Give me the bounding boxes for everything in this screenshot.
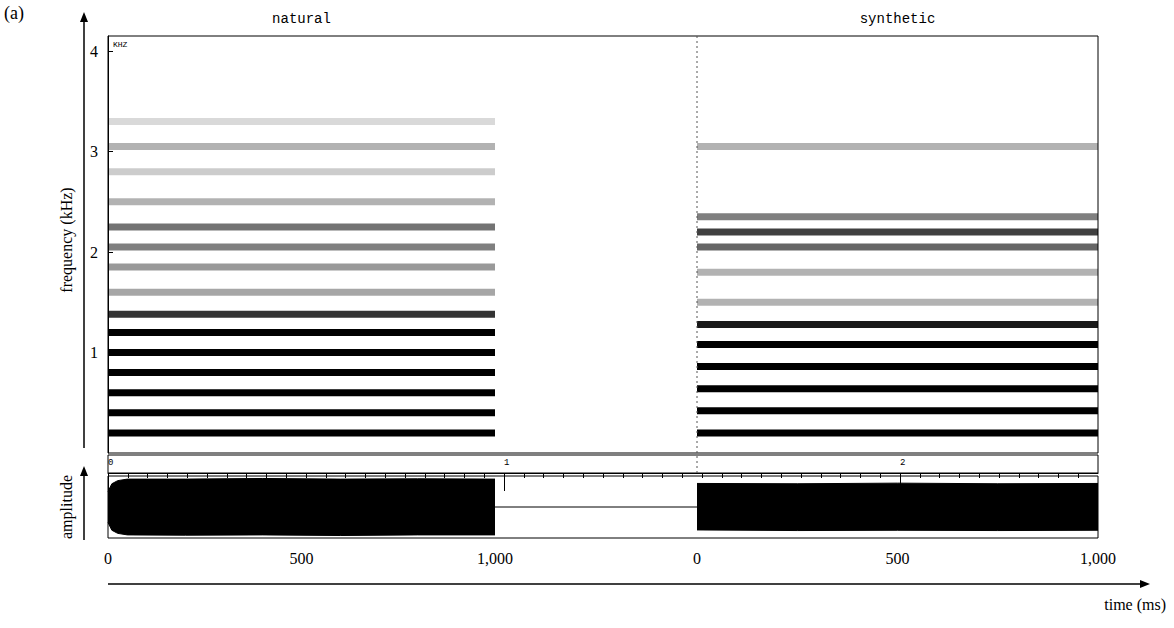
svg-text:0: 0 bbox=[693, 550, 701, 567]
svg-text:natural: natural bbox=[272, 11, 331, 27]
svg-text:1: 1 bbox=[90, 344, 98, 361]
svg-text:0: 0 bbox=[108, 458, 113, 468]
svg-text:time (ms): time (ms) bbox=[1104, 596, 1166, 614]
svg-text:1,000: 1,000 bbox=[477, 550, 513, 567]
svg-text:(a): (a) bbox=[4, 3, 24, 24]
svg-text:frequency (kHz): frequency (kHz) bbox=[58, 187, 76, 292]
svg-text:1,000: 1,000 bbox=[1080, 550, 1116, 567]
svg-text:amplitude: amplitude bbox=[58, 475, 76, 539]
svg-text:2: 2 bbox=[90, 244, 98, 261]
svg-text:0: 0 bbox=[104, 550, 112, 567]
svg-text:2: 2 bbox=[900, 458, 905, 468]
svg-text:1: 1 bbox=[504, 458, 509, 468]
svg-text:4: 4 bbox=[90, 43, 98, 60]
svg-text:3: 3 bbox=[90, 143, 98, 160]
svg-text:500: 500 bbox=[886, 550, 910, 567]
svg-text:KHZ: KHZ bbox=[113, 40, 128, 49]
svg-text:500: 500 bbox=[290, 550, 314, 567]
svg-text:synthetic: synthetic bbox=[860, 11, 936, 27]
